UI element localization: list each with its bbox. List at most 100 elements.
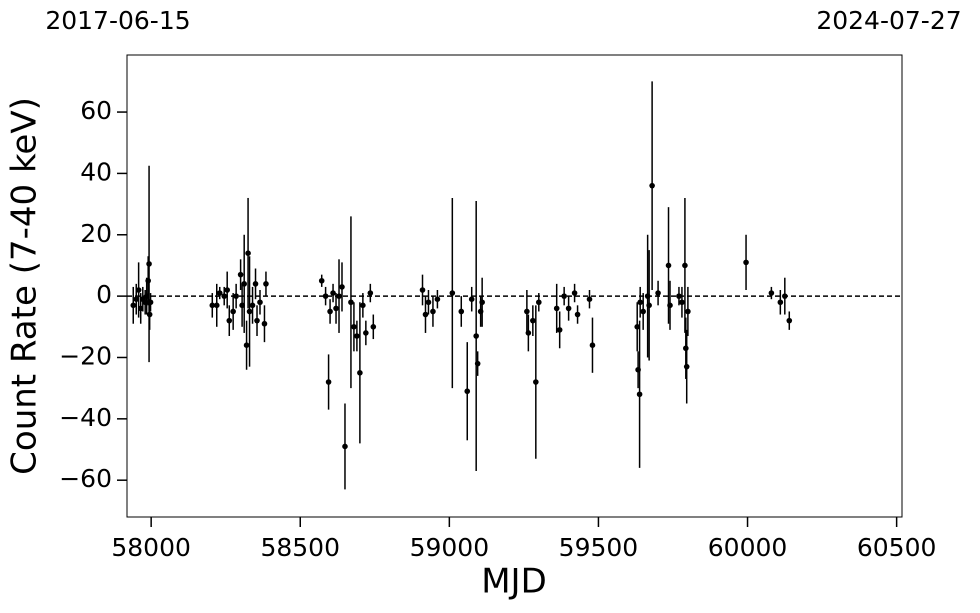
y-tick-label: 40 — [80, 157, 112, 186]
data-point — [571, 290, 578, 296]
data-point — [468, 296, 475, 302]
data-point — [209, 302, 216, 309]
data-point — [636, 391, 643, 398]
data-point — [230, 308, 236, 315]
data-point — [530, 317, 536, 324]
data-point — [342, 443, 348, 450]
data-point — [524, 308, 530, 315]
y-tick-label: −20 — [59, 341, 112, 370]
y-tick-label: −60 — [59, 464, 112, 493]
data-point — [536, 299, 542, 306]
data-point — [147, 299, 154, 306]
data-point — [422, 311, 429, 318]
data-point — [586, 296, 593, 302]
data-point — [479, 299, 485, 306]
data-point — [637, 299, 643, 306]
data-point — [339, 284, 345, 290]
data-point — [646, 302, 652, 309]
y-tick-label: −40 — [59, 403, 112, 432]
data-point — [464, 388, 471, 395]
data-point — [226, 317, 233, 324]
data-point — [589, 342, 596, 349]
y-axis-label: Count Rate (7-40 keV) — [5, 97, 45, 475]
data-point — [367, 290, 374, 296]
x-tick-label: 59000 — [410, 533, 490, 562]
data-point — [322, 293, 329, 299]
data-point — [768, 290, 775, 296]
data-point — [135, 287, 142, 293]
x-tick-label: 60500 — [857, 533, 937, 562]
data-point — [327, 308, 333, 315]
data-point — [221, 293, 228, 299]
data-point — [676, 293, 682, 299]
data-point — [533, 379, 539, 385]
data-point — [370, 324, 377, 330]
data-point — [360, 302, 366, 309]
data-point — [655, 290, 661, 296]
data-point — [252, 281, 259, 287]
data-point — [665, 262, 672, 269]
data-point — [146, 311, 153, 318]
data-point — [224, 287, 230, 293]
data-point — [130, 302, 137, 309]
plot-frame — [126, 54, 903, 518]
data-point — [249, 302, 256, 309]
data-point — [241, 281, 247, 287]
data-point — [679, 299, 685, 306]
x-tick-label: 60000 — [708, 533, 788, 562]
y-tick-label: 60 — [80, 96, 112, 125]
data-point — [261, 320, 268, 327]
data-point — [257, 299, 263, 306]
data-point — [565, 305, 572, 312]
data-point — [574, 311, 581, 318]
data-point — [667, 302, 673, 309]
data-point — [743, 259, 749, 266]
y-tick-label: 0 — [96, 280, 112, 309]
data-point — [213, 302, 220, 309]
data-point — [434, 296, 441, 302]
data-point — [233, 293, 239, 299]
data-point — [430, 308, 436, 315]
data-point — [634, 324, 641, 330]
data-point — [146, 261, 152, 267]
data-point — [246, 308, 253, 315]
data-point — [357, 370, 363, 376]
data-point — [254, 317, 260, 324]
data-point — [351, 324, 357, 330]
data-point — [330, 290, 336, 296]
data-point — [263, 281, 269, 287]
data-point — [458, 308, 465, 315]
data-point — [243, 342, 250, 349]
data-point — [685, 308, 691, 315]
data-point — [425, 299, 432, 306]
x-tick-label: 58000 — [111, 533, 191, 562]
x-axis-label: MJD — [481, 562, 547, 602]
data-point — [449, 290, 456, 296]
data-point — [325, 379, 332, 385]
data-point — [782, 293, 788, 299]
data-point — [786, 317, 793, 324]
data-point — [683, 345, 689, 352]
data-point — [561, 293, 567, 299]
top-left-label: 2017-06-15 — [45, 6, 190, 35]
data-point — [683, 363, 690, 370]
data-point — [419, 287, 426, 293]
data-point — [363, 330, 369, 336]
y-tick-label: 20 — [80, 219, 112, 248]
data-point — [318, 277, 325, 284]
data-point — [216, 290, 223, 296]
data-point — [682, 262, 688, 269]
x-tick-label: 58500 — [260, 533, 340, 562]
data-point — [133, 296, 140, 302]
data-point — [553, 305, 560, 312]
data-point — [525, 330, 532, 336]
data-point — [640, 308, 646, 315]
data-point — [777, 299, 784, 306]
top-right-label: 2024-07-27 — [816, 6, 961, 35]
data-point — [474, 360, 481, 367]
x-tick-label: 59500 — [559, 533, 639, 562]
data-point — [348, 299, 354, 306]
data-point — [145, 277, 151, 284]
data-point — [556, 327, 563, 333]
